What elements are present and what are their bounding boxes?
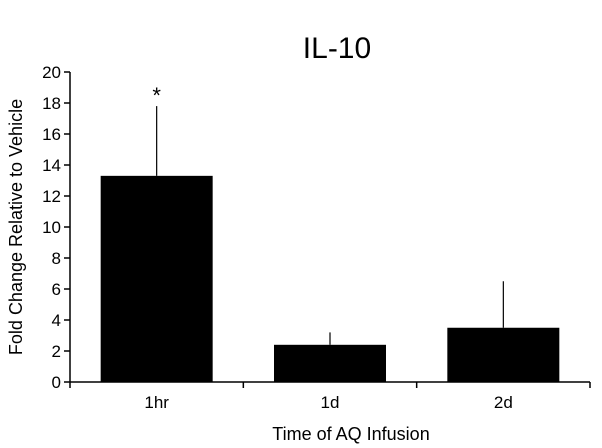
x-axis-label: Time of AQ Infusion <box>272 424 429 444</box>
bar-1d <box>274 344 386 382</box>
x-tick-label: 2d <box>494 393 513 412</box>
y-tick-label: 18 <box>42 94 61 113</box>
y-tick-label: 12 <box>42 187 61 206</box>
y-tick-label: 2 <box>52 342 61 361</box>
y-tick-label: 16 <box>42 125 61 144</box>
x-tick-label: 1hr <box>144 393 169 412</box>
y-tick-label: 20 <box>42 63 61 82</box>
plot-area: 0 2 4 6 8 10 12 14 16 18 20 1hr 1d 2d * <box>42 63 591 412</box>
y-tick-label: 6 <box>52 280 61 299</box>
x-tick-label: 1d <box>321 393 340 412</box>
significance-asterisk: * <box>152 83 161 108</box>
y-axis-label: Fold Change Relative to Vehicle <box>6 99 26 355</box>
bar-2d <box>447 327 560 382</box>
y-tick-label: 10 <box>42 218 61 237</box>
y-tick-label: 4 <box>52 311 61 330</box>
y-tick-label: 14 <box>42 156 61 175</box>
y-tick-label: 0 <box>52 373 61 392</box>
y-tick-label: 8 <box>52 249 61 268</box>
bar-1hr <box>100 175 213 382</box>
chart-title: IL-10 <box>303 32 371 65</box>
